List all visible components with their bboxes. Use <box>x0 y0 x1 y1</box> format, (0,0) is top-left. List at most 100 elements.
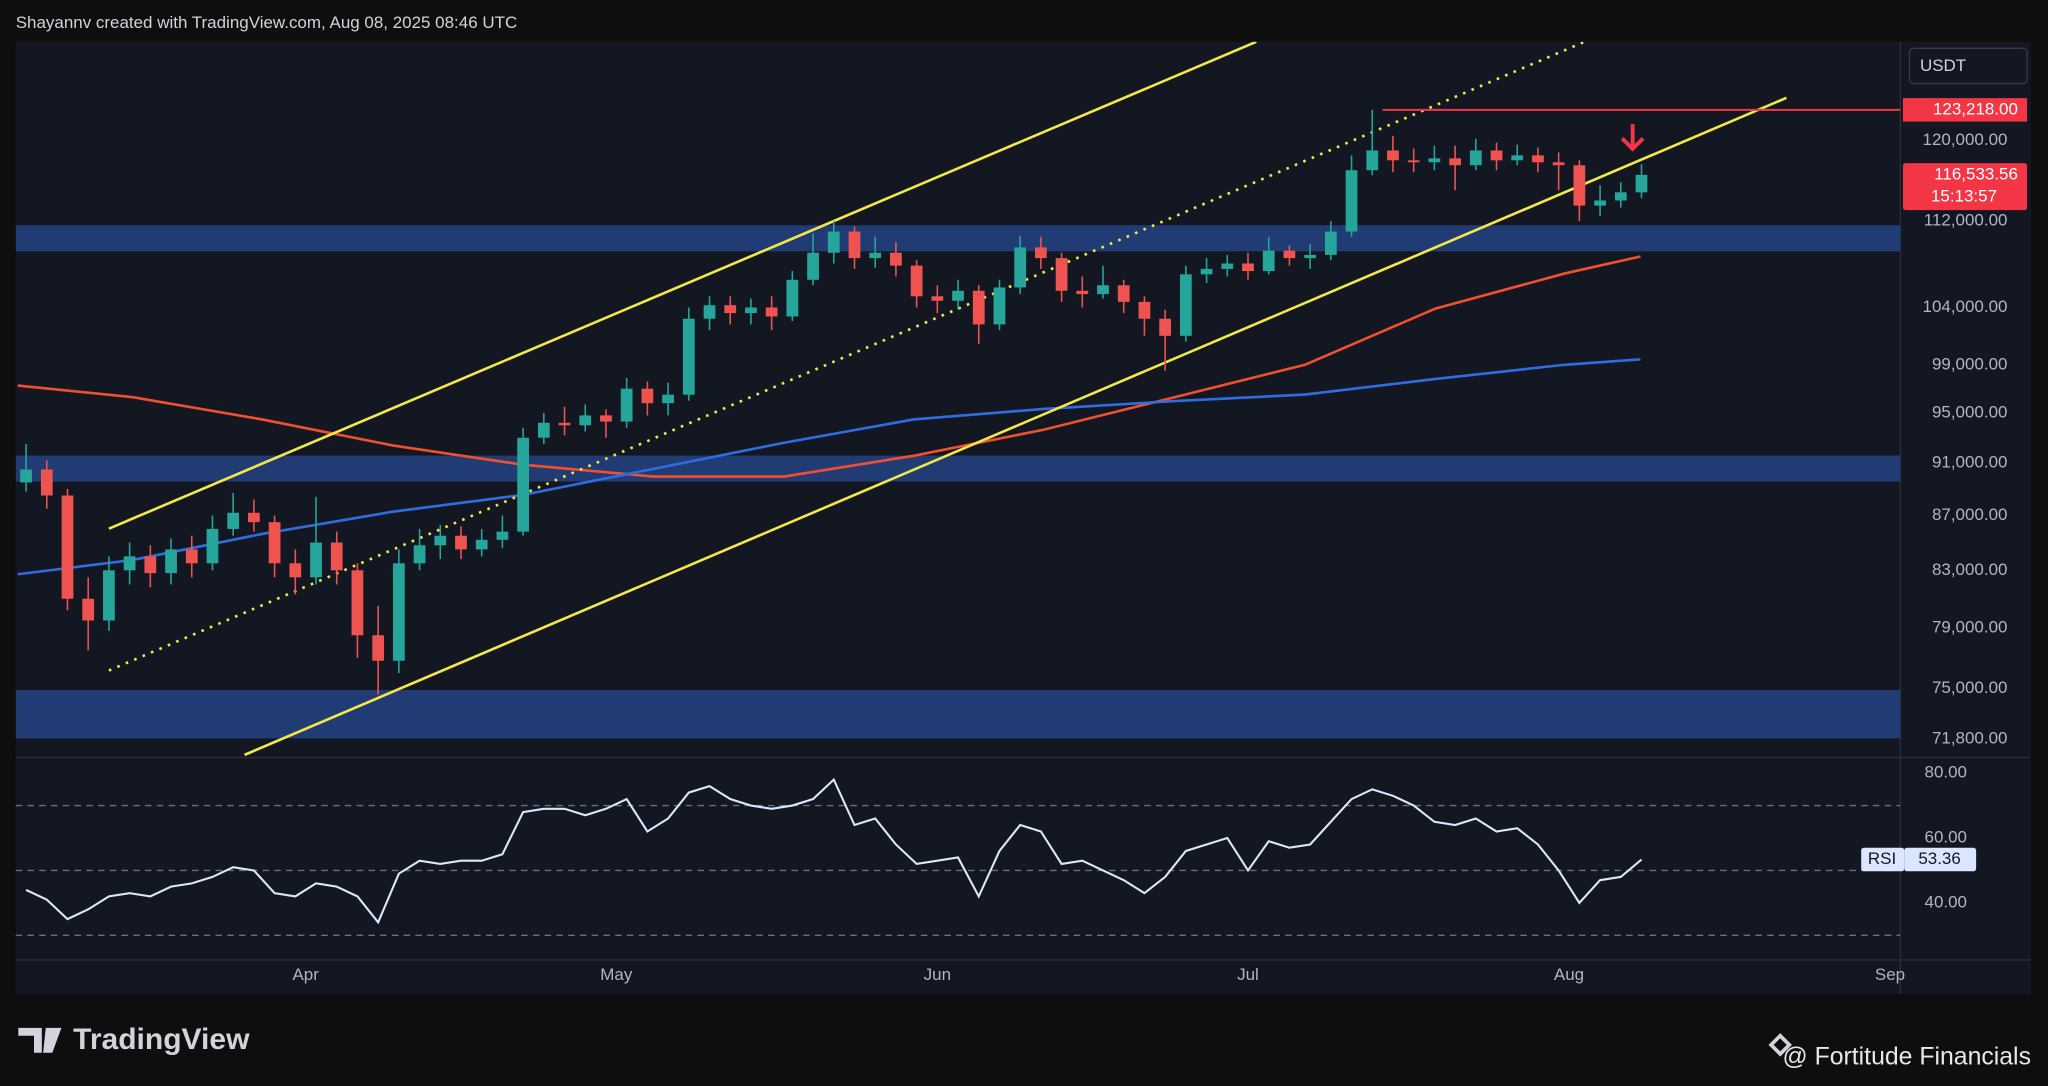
candle-body <box>1635 174 1648 193</box>
candle-body <box>1200 268 1213 275</box>
support-zone <box>15 455 1901 482</box>
candle-body <box>206 528 219 564</box>
candle-body <box>1035 247 1047 259</box>
y-tick-label: 99,000.00 <box>1932 354 2008 373</box>
channel-line <box>108 41 1257 530</box>
candle-body <box>1221 263 1234 269</box>
candle-body <box>537 422 550 438</box>
candle-body <box>123 556 136 571</box>
x-tick-label: Apr <box>292 965 319 984</box>
candle-body <box>330 542 343 571</box>
channel-line <box>108 41 1586 672</box>
resistance-label: 123,218.00 <box>1933 99 2018 118</box>
countdown: 15:13:57 <box>1931 187 1997 206</box>
candle-body <box>1594 200 1606 206</box>
last-price-box <box>1902 163 2028 211</box>
candle-body <box>82 598 95 621</box>
candle-body <box>848 231 861 259</box>
rsi-name-box <box>1861 847 1905 872</box>
chart-area <box>15 41 2031 994</box>
candle-body <box>61 495 74 599</box>
x-tick-label: Aug <box>1554 965 1584 984</box>
candle-body <box>1076 290 1089 295</box>
candle-body <box>185 549 198 564</box>
x-tick-label: Jun <box>924 965 951 984</box>
y-tick-label: 87,000.00 <box>1932 505 2008 524</box>
candle-body <box>227 512 240 529</box>
candle-body <box>1097 285 1109 295</box>
rsi-value: 53.36 <box>1918 849 1960 868</box>
candle-body <box>392 563 405 661</box>
candle-body <box>993 287 1006 325</box>
candle-body <box>1179 274 1192 336</box>
candle-body <box>579 415 592 426</box>
rsi-line <box>25 777 1643 925</box>
candle-body <box>869 252 882 259</box>
candle-body <box>1159 318 1172 336</box>
candle-body <box>1366 150 1379 171</box>
channel-line <box>244 96 1787 757</box>
candle-body <box>496 531 509 540</box>
y-tick-label: 71,800.00 <box>1932 729 2008 748</box>
candle-body <box>1262 250 1275 272</box>
candle-body <box>1387 150 1399 161</box>
candle-body <box>1573 165 1586 206</box>
candle-body <box>1407 160 1420 163</box>
candle-body <box>413 545 426 564</box>
support-zone <box>15 689 1901 739</box>
currency-box[interactable] <box>1908 47 2028 85</box>
candle-body <box>144 556 157 574</box>
support-zone <box>15 225 1901 252</box>
last-price-label: 116,533.56 <box>1934 164 2018 183</box>
candle-body <box>703 305 716 319</box>
candle-body <box>1283 250 1296 259</box>
candle-body <box>765 307 778 317</box>
candle-body <box>1449 158 1461 166</box>
candle-body <box>1469 150 1482 166</box>
candle-body <box>1490 150 1503 161</box>
rsi-tick-label: 60.00 <box>1925 827 1967 846</box>
logo-text: TradingView <box>73 1023 250 1056</box>
candle-body <box>910 265 923 297</box>
candle-body <box>1324 231 1337 255</box>
candle-body <box>248 512 260 523</box>
candle-body <box>434 535 447 546</box>
y-tick-label: 79,000.00 <box>1932 617 2008 636</box>
candle-body <box>662 394 674 404</box>
x-tick-label: Jul <box>1237 965 1259 984</box>
rsi-name: RSI <box>1868 849 1896 868</box>
candle-body <box>310 542 322 578</box>
candle-body <box>1552 162 1565 166</box>
candle-body <box>890 252 902 266</box>
candle-body <box>807 252 819 280</box>
candle-body <box>931 296 944 301</box>
logo-dot <box>45 1029 54 1038</box>
logo <box>18 1027 62 1053</box>
down-arrow <box>1620 124 1645 152</box>
candle-body <box>1428 158 1441 163</box>
candle-body <box>1345 170 1358 232</box>
candle-body <box>952 290 964 301</box>
y-tick-label: 91,000.00 <box>1932 453 2008 472</box>
candle-body <box>1532 155 1544 163</box>
price-pane <box>15 41 1901 757</box>
y-tick-label: 112,000.00 <box>1924 211 2008 230</box>
candle-body <box>724 305 737 314</box>
candle-body <box>1055 258 1068 291</box>
resistance-label-box <box>1902 98 2028 122</box>
candle-body <box>1138 301 1151 319</box>
candle-body <box>558 422 571 426</box>
candle-body <box>475 539 488 550</box>
credit: @ Fortitude Financials <box>1783 1043 2031 1070</box>
x-tick-label: Sep <box>1875 965 1905 984</box>
candle-body <box>351 570 364 636</box>
x-tick-label: May <box>600 965 633 984</box>
rsi-value-box <box>1904 847 1977 872</box>
candle-body <box>641 388 654 404</box>
candle-body <box>372 635 385 661</box>
candle-body <box>1117 285 1130 302</box>
candle-body <box>40 469 53 496</box>
candle-body <box>1242 263 1254 272</box>
candle-body <box>1511 155 1524 161</box>
candle-body <box>517 437 529 532</box>
